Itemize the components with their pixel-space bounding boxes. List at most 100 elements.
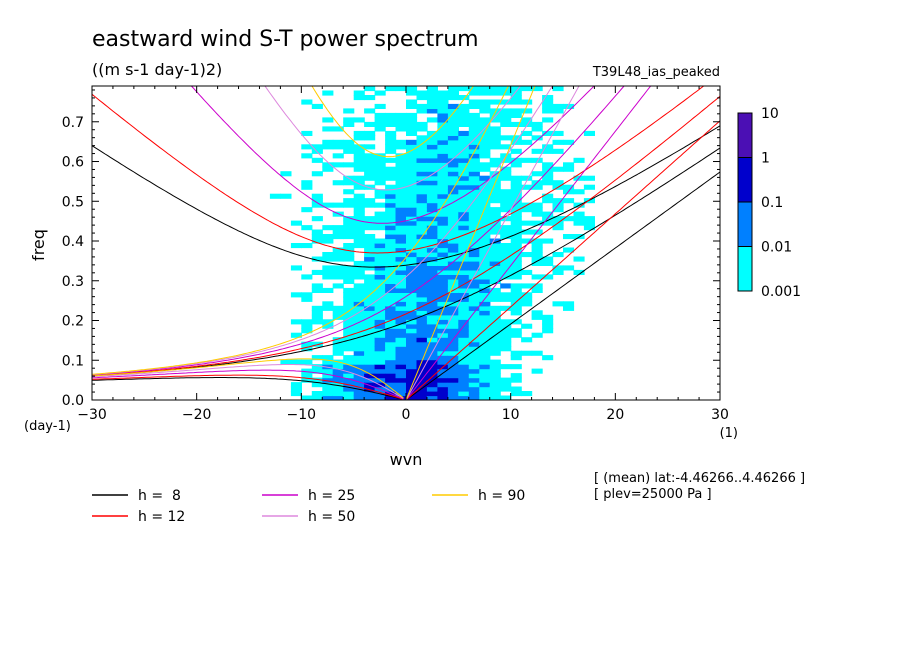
heat-cell [364,130,376,136]
heat-cell [374,162,386,168]
heat-cell [385,135,397,141]
heat-cell [542,108,554,114]
heat-cell [364,265,376,271]
heat-cell [468,274,480,280]
heat-cell [301,243,313,249]
heat-cell [510,148,522,154]
heat-cell [531,121,543,127]
heat-cell [479,135,491,141]
heat-cell [322,117,334,123]
heat-cell [416,364,428,370]
heat-cell [468,229,480,235]
heat-cell [416,220,428,226]
heat-cell [406,171,418,177]
heat-cell [447,117,459,123]
heat-cell [385,341,397,347]
heat-cell [426,207,438,213]
heat-cell [479,117,491,123]
heat-cell [343,373,355,379]
heat-cell [416,238,428,244]
heat-cell [332,202,344,208]
heat-cell [479,162,491,168]
heat-cell [364,198,376,204]
heat-cell [458,278,470,284]
heat-cell [426,157,438,163]
heat-cell [343,139,355,145]
curve-h12-ig1 [92,86,705,254]
heat-cell [426,225,438,231]
heat-cell [406,274,418,280]
heat-cell [374,332,386,338]
heat-cell [353,350,365,356]
heat-cell [395,328,407,334]
heat-cell [416,126,428,132]
heat-cell [447,112,459,118]
heat-cell [343,319,355,325]
heat-cell [426,323,438,329]
heat-cell [500,305,512,311]
heat-cell [374,350,386,356]
heat-cell [395,337,407,343]
heat-cell [426,175,438,181]
heat-cell [374,346,386,352]
heat-cell [479,211,491,217]
heat-cell [416,373,428,379]
heat-cell [510,391,522,397]
heat-cell [395,189,407,195]
heat-cell [364,157,376,163]
heat-cell [437,139,449,145]
heat-cell [385,269,397,275]
heat-cell [479,260,491,266]
heat-cell [343,386,355,392]
heat-cell [500,283,512,289]
heat-cell [447,103,459,109]
heat-cell [426,377,438,383]
heat-cell [500,108,512,114]
heat-cell [479,287,491,293]
heat-cell [374,292,386,298]
heat-cell [521,157,533,163]
legend-label-h12: h = 12 [138,509,185,525]
heat-cell [468,153,480,159]
heat-cell [458,171,470,177]
heat-cell [468,377,480,383]
heat-cell [489,225,501,231]
heat-cell [489,278,501,284]
heat-cell [374,278,386,284]
heat-cell [500,193,512,199]
heat-cell [322,269,334,275]
heat-cell [447,193,459,199]
heat-cell [426,382,438,388]
heat-cell [280,193,292,199]
heat-cell [479,386,491,392]
heat-cell [458,391,470,397]
heat-cell [322,305,334,311]
heat-cell [364,350,376,356]
heat-cell [322,252,334,258]
heat-cell [500,175,512,181]
heat-cell [468,355,480,361]
heat-cell [468,373,480,379]
heat-cell [406,314,418,320]
heat-cell [489,108,501,114]
heat-cell [458,373,470,379]
heat-cell [374,90,386,96]
heat-cell [479,377,491,383]
heat-cell [510,328,522,334]
heat-cell [353,166,365,172]
heat-cell [364,368,376,374]
heat-cell [385,274,397,280]
heat-cell [426,274,438,280]
heat-cell [332,346,344,352]
heat-cell [385,189,397,195]
heat-cell [437,256,449,262]
heat-cell [510,274,522,280]
heat-cell [426,193,438,199]
heat-cell [458,202,470,208]
heat-cell [521,391,533,397]
heat-cell [343,180,355,186]
heat-cell [489,328,501,334]
heat-cell [416,269,428,275]
heat-cell [489,274,501,280]
heat-cell [479,193,491,199]
